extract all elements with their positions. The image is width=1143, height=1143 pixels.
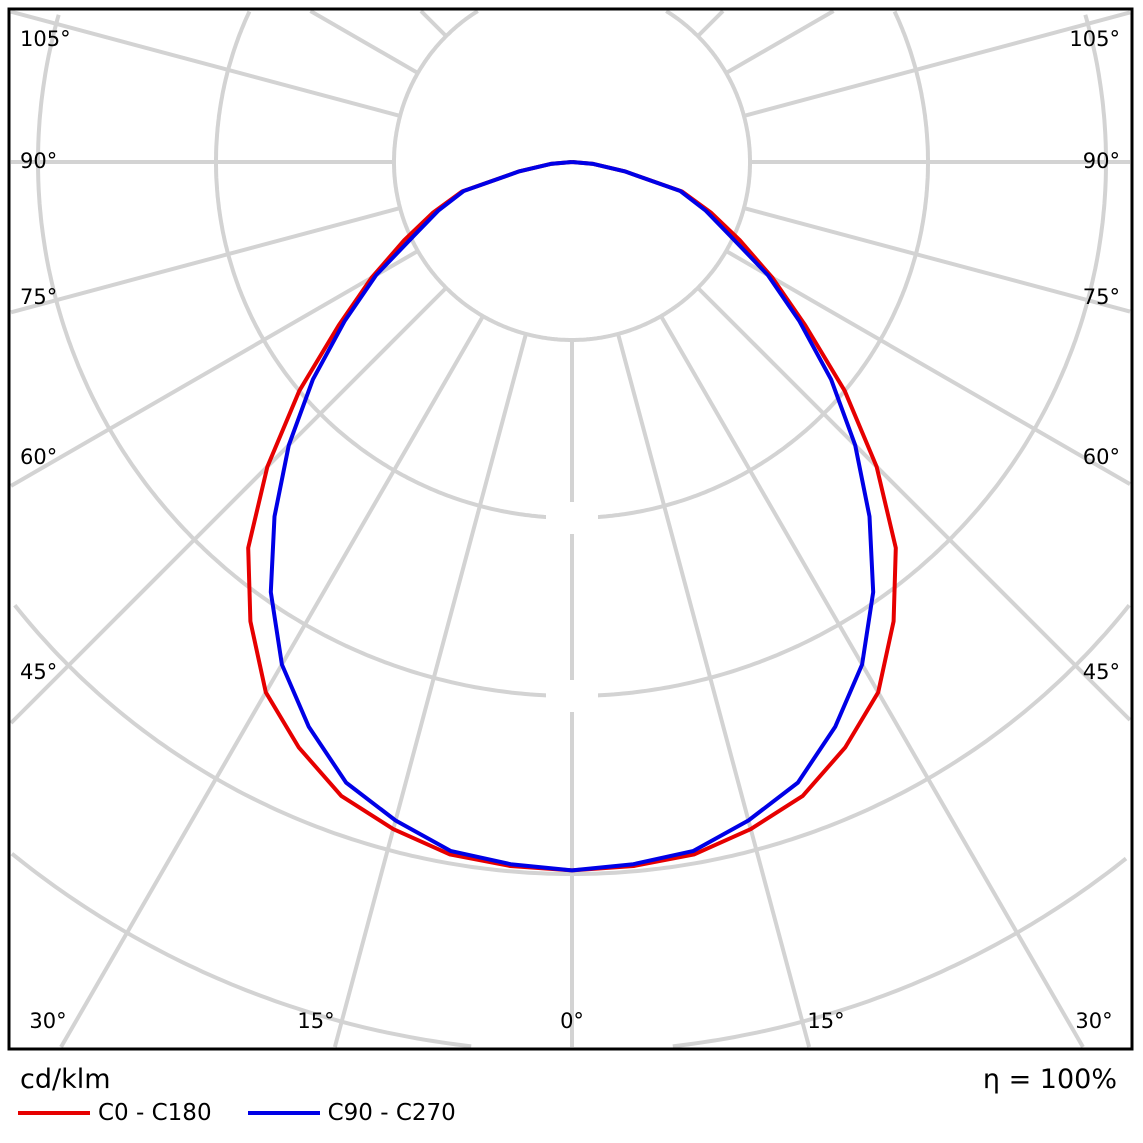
legend-item-c0: C0 - C180 <box>18 1100 212 1126</box>
angle-label: 30° <box>29 1009 66 1033</box>
grid-spoke <box>743 206 1131 314</box>
grid-spoke <box>9 286 448 725</box>
grid-spoke <box>332 333 528 1048</box>
frame <box>7 7 1134 1051</box>
angle-label: 30° <box>1075 1009 1112 1033</box>
legend-swatch-red <box>18 1111 90 1115</box>
grid-spoke <box>10 206 401 315</box>
angle-label: 15° <box>297 1009 334 1033</box>
grid-ring <box>13 603 1131 876</box>
legend-item-c90: C90 - C270 <box>247 1100 456 1126</box>
legend: C0 - C180 C90 - C270 <box>18 1100 492 1126</box>
angle-label: 90° <box>20 149 57 173</box>
series-line-c90-c270 <box>268 160 876 873</box>
grid-spoke <box>309 9 419 75</box>
grid-spoke <box>59 315 485 1049</box>
grid-spoke <box>696 9 725 38</box>
angle-label: 60° <box>1083 445 1120 469</box>
angle-labels: 105° 90° 75° 60° 45° 105° 90° 75° 60° 45° 30° 15° 0°… <box>20 27 1120 1033</box>
ring-label-gap <box>546 680 598 712</box>
grid-ring <box>392 9 752 342</box>
grid-spoke <box>10 9 401 118</box>
angle-label: 75° <box>1083 285 1120 309</box>
legend-swatch-blue <box>247 1111 320 1115</box>
angle-label: 90° <box>1083 149 1120 173</box>
angle-label: 0° <box>560 1009 584 1033</box>
legend-label: C0 - C180 <box>98 1100 212 1126</box>
grid-spoke <box>10 249 419 488</box>
angle-label: 105° <box>20 27 71 51</box>
grid-spoke <box>616 333 812 1048</box>
angle-label: 75° <box>20 285 57 309</box>
legend-label: C90 - C270 <box>327 1100 456 1126</box>
grid-spoke <box>725 249 1131 486</box>
angle-label: 60° <box>20 445 57 469</box>
angle-label: 45° <box>20 660 57 684</box>
angle-label: 45° <box>1083 660 1120 684</box>
angle-label: 15° <box>807 1009 844 1033</box>
grid-spoke <box>725 9 835 75</box>
efficiency-label: η = 100% <box>982 1064 1117 1095</box>
grid-spoke <box>696 286 1132 722</box>
grid-ring <box>214 10 930 520</box>
unit-label: cd/klm <box>20 1064 111 1095</box>
grid-spoke <box>419 9 448 38</box>
grid-spoke <box>743 10 1131 118</box>
ring-label-gap <box>546 502 598 534</box>
grid-ring <box>10 852 1128 1049</box>
grid <box>9 9 1132 1049</box>
curves <box>246 160 898 873</box>
angle-label: 105° <box>1069 27 1120 51</box>
grid-spoke <box>659 315 1085 1048</box>
grid-ring <box>36 14 1108 698</box>
